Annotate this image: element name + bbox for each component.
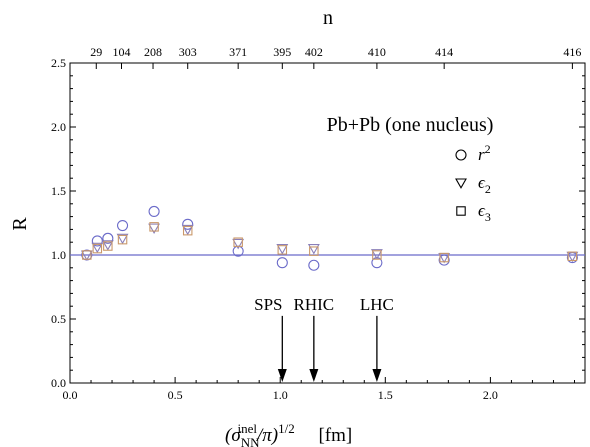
y-axis-label: R [9,217,31,231]
plot-border [69,62,586,384]
data-point-square [92,243,103,254]
legend-marker [455,149,467,161]
annotation-arrow-head [372,369,382,382]
data-point-square [82,250,92,260]
data-point-square [309,246,319,256]
top-tick-label: 414 [435,45,453,59]
data-point-square [182,225,193,236]
data-point-square [372,250,382,260]
annotation-arrow-head [277,369,287,382]
top-tick-label: 395 [273,45,291,59]
data-point-circle [102,232,114,244]
y-tick-label: 1.0 [51,248,66,262]
top-tick-label: 303 [179,45,197,59]
x-tick-label: 1.0 [273,388,288,402]
y-tick-label: 2.5 [51,56,66,70]
legend-label: ϵ3 [478,201,491,224]
top-tick-label: 410 [368,45,386,59]
data-point-triangle-down [91,242,104,254]
top-tick-label: 104 [113,45,131,59]
data-point-circle [148,205,160,218]
data-point-circle [182,218,194,230]
x-axis: 0.0 0.5 1.0 1.5 2.0 [63,377,575,402]
top-axis: 29 104 208 303 371 395 402 410 414 416 [90,45,581,69]
annotation-label: RHIC [294,295,335,314]
data-point-circle [276,257,288,269]
annotation-label: LHC [360,295,394,314]
top-axis-label: n [323,7,333,29]
data-point-circle [117,220,129,232]
y-tick-label: 0.5 [51,312,66,326]
data-point-square [149,222,159,232]
x-tick-label: 1.5 [378,388,393,402]
y-tick-label: 1.5 [51,184,66,198]
plot-frame [69,62,586,384]
data-point-square [233,237,243,247]
axis-labels: n R (σNNinel/π)1/2 [fm] [9,7,352,447]
data-point-square [117,234,128,245]
data-point-square [103,241,113,251]
legend-marker [455,178,467,189]
data-point-triangle-down [101,240,114,251]
y-tick-label: 0.0 [51,376,66,390]
data-point-triangle-down [276,244,289,255]
legend-label: ϵ2 [478,173,491,196]
top-tick-label: 371 [229,45,247,59]
x-tick-label: 0.5 [168,388,183,402]
top-tick-label: 29 [90,45,102,59]
annotations: SPS RHIC LHC [254,295,394,382]
data-point-triangle-down [148,223,161,234]
legend: Pb+Pb (one nucleus) r2 ϵ2 ϵ3 [327,114,494,224]
data-point-triangle-down [232,238,245,250]
data-point-triangle-down [307,244,320,255]
x-tick-label: 0.0 [63,388,78,402]
top-tick-label: 416 [563,45,581,59]
data-point-triangle-down [181,224,194,236]
annotation-arrow-head [309,369,319,382]
x-tick-label: 2.0 [483,388,498,402]
top-tick-label: 402 [305,45,323,59]
data-point-square [439,252,449,263]
y-axis: 0.0 0.5 1.0 1.5 2.0 2.5 [51,56,585,390]
x-axis-label: (σNNinel/π)1/2 [fm] [225,421,352,447]
data-point-circle [308,259,320,271]
legend-marker [456,206,466,216]
data-points [80,205,579,271]
data-point-triangle-down [116,233,129,245]
chart-title: Pb+Pb (one nucleus) [327,114,494,136]
data-point-square [277,245,288,255]
y-tick-label: 2.0 [51,120,66,134]
data-point-triangle-down [370,249,383,260]
data-point-circle [438,254,450,266]
annotation-label: SPS [254,295,282,314]
top-tick-label: 208 [144,45,162,59]
data-point-square [567,251,578,262]
legend-label: r2 [478,142,491,164]
